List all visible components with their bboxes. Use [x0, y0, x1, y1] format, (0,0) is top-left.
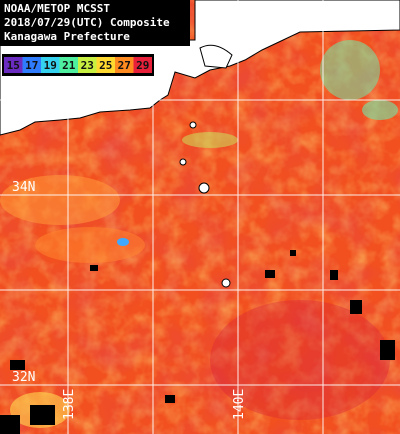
colorbar-cell: [41, 57, 60, 73]
colorbar-cell: [78, 57, 97, 73]
title-box: [0, 0, 190, 46]
colorbar-cell: [133, 57, 152, 73]
colorbar-label: 29: [136, 59, 149, 72]
colorbar-label: 17: [25, 59, 38, 72]
lon-label: 138E: [62, 389, 77, 420]
title-line: Kanagawa Prefecture: [4, 30, 130, 43]
colorbar-label: 15: [7, 59, 20, 72]
lat-label: 34N: [12, 180, 35, 195]
colorbar-cell: [22, 57, 41, 73]
cloud-gaps: [0, 250, 395, 434]
lat-label: 32N: [12, 370, 35, 385]
title-line: NOAA/METOP MCSST: [4, 2, 110, 15]
colorbar-label: 23: [81, 59, 94, 72]
geo-labels: 34N 32N 138E 140E: [12, 180, 247, 420]
colorbar-cell: [96, 57, 115, 73]
colorbar-cell: [59, 57, 78, 73]
colorbar-cell: [4, 57, 23, 73]
colorbar-label: 21: [62, 59, 76, 72]
land: [0, 0, 400, 288]
colorbar-cell: [115, 57, 134, 73]
colorbar-label: 19: [44, 59, 57, 72]
title-line: 2018/07/29(UTC) Composite: [4, 16, 170, 29]
lon-label: 140E: [232, 389, 247, 420]
sst-patches: [0, 40, 398, 428]
colorbar-label: 25: [99, 59, 112, 72]
colorbar-label: 27: [118, 59, 131, 72]
colorbar: 15 17 19 21 23 25 27 29: [4, 57, 152, 73]
